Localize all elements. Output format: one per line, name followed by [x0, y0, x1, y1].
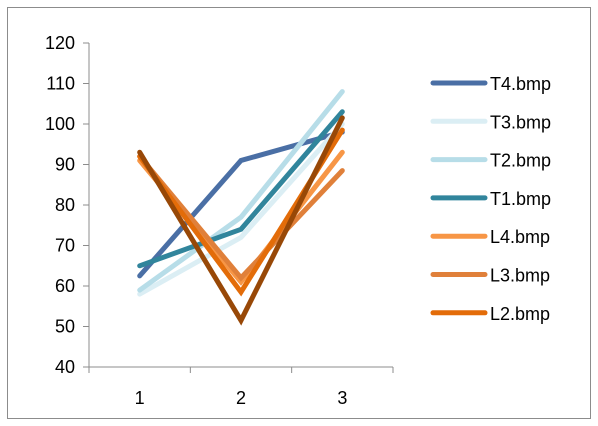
chart-axes: 40 50 60 70 80 90 100 110 120 1 2 3 — [45, 33, 394, 408]
legend-label: T3.bmp — [490, 112, 551, 132]
series-line-l3-bmp — [137, 153, 345, 282]
series-line-l1-bmp — [137, 115, 345, 326]
y-tick-label: 60 — [55, 276, 75, 296]
y-tick-label: 80 — [55, 195, 75, 215]
series-line-t1-bmp — [137, 109, 345, 269]
series-line-t2-bmp — [137, 89, 345, 293]
x-tick-label: 2 — [236, 388, 246, 408]
legend-label: L3.bmp — [490, 266, 550, 286]
x-tick-label: 1 — [135, 388, 145, 408]
series-line-t3-bmp — [137, 121, 345, 297]
y-tick-label: 120 — [45, 33, 75, 53]
series-line-t4-bmp — [137, 129, 345, 279]
y-tick-label: 70 — [55, 236, 75, 256]
legend-label: T2.bmp — [490, 151, 551, 171]
y-tick-label: 90 — [55, 155, 75, 175]
y-tick-label: 100 — [45, 114, 75, 134]
x-tick-label: 3 — [337, 388, 347, 408]
y-tick-label: 50 — [55, 317, 75, 337]
legend-label: T1.bmp — [490, 189, 551, 209]
y-tick-label: 110 — [46, 74, 75, 94]
legend-label: L2.bmp — [490, 304, 550, 324]
legend-label: L4.bmp — [490, 227, 550, 247]
chart-legend: T4.bmp T3.bmp T2.bmp T1.bmp L4.bmp L3.bmp L2.b… — [430, 74, 551, 324]
legend-label: T4.bmp — [490, 74, 551, 94]
chart-series-lines — [137, 89, 345, 326]
y-tick-label: 40 — [55, 357, 75, 377]
